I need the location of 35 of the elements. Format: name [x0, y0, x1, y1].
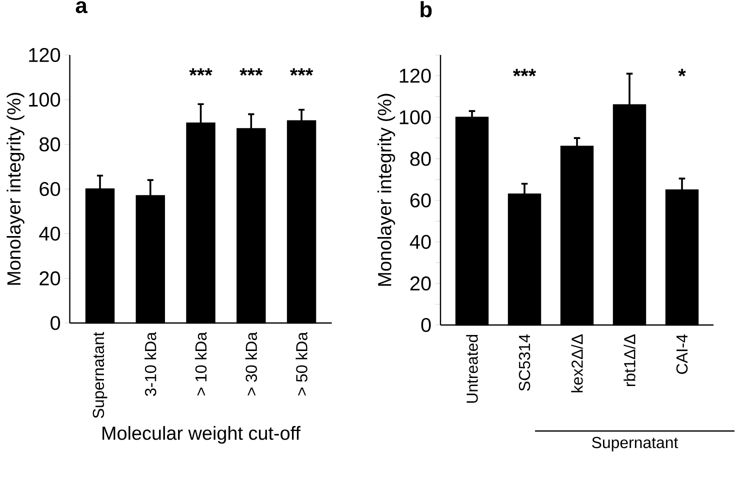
x-tick-label: Untreated: [466, 334, 478, 403]
annotation: ***: [240, 68, 263, 76]
x-tick-label: SC5314: [518, 334, 530, 391]
y-tick-label: 80: [40, 137, 60, 152]
y-tick-label: 60: [40, 182, 60, 196]
x-tick-label: 3-10 kDa: [144, 332, 156, 396]
x-tick-label: > 50 kDa: [296, 332, 308, 396]
text: Supernatant: [592, 436, 678, 452]
y-tick-label: 120: [29, 48, 60, 62]
x-tick-label: Supernatant: [92, 332, 108, 418]
y-tick-label: 40: [39, 226, 60, 241]
annotation: ***: [512, 68, 536, 76]
x-tick-label: > 30 kDa: [245, 332, 258, 396]
annotation: ***: [189, 68, 212, 76]
y-tick-label: 60: [410, 193, 431, 208]
y-axis-title: Monolayer integrity (%): [6, 92, 24, 285]
y-tick-label: 0: [421, 318, 431, 332]
x-tick-label: CAI-4: [676, 334, 688, 374]
text: b: [420, 1, 432, 18]
y-tick-label: 80: [410, 152, 431, 166]
text: a: [76, 1, 88, 14]
x-tick-label: kex2Δ/Δ: [571, 334, 583, 392]
y-tick-label: 20: [40, 271, 60, 286]
x-axis-title: Molecular weight cut-off: [102, 426, 301, 444]
annotation: ***: [290, 68, 314, 76]
y-tick-label: 40: [410, 234, 431, 249]
y-tick-label: 100: [29, 92, 60, 107]
y-tick-label: 0: [50, 316, 60, 330]
annotation: *: [678, 68, 686, 76]
y-axis-title: Monolayer integrity (%): [377, 94, 396, 286]
y-tick-label: 20: [410, 276, 431, 291]
y-tick-label: 100: [400, 110, 431, 124]
x-tick-label: rbt1Δ/Δ: [624, 334, 636, 386]
x-tick-label: > 10 kDa: [194, 332, 207, 396]
y-tick-label: 120: [400, 68, 431, 83]
